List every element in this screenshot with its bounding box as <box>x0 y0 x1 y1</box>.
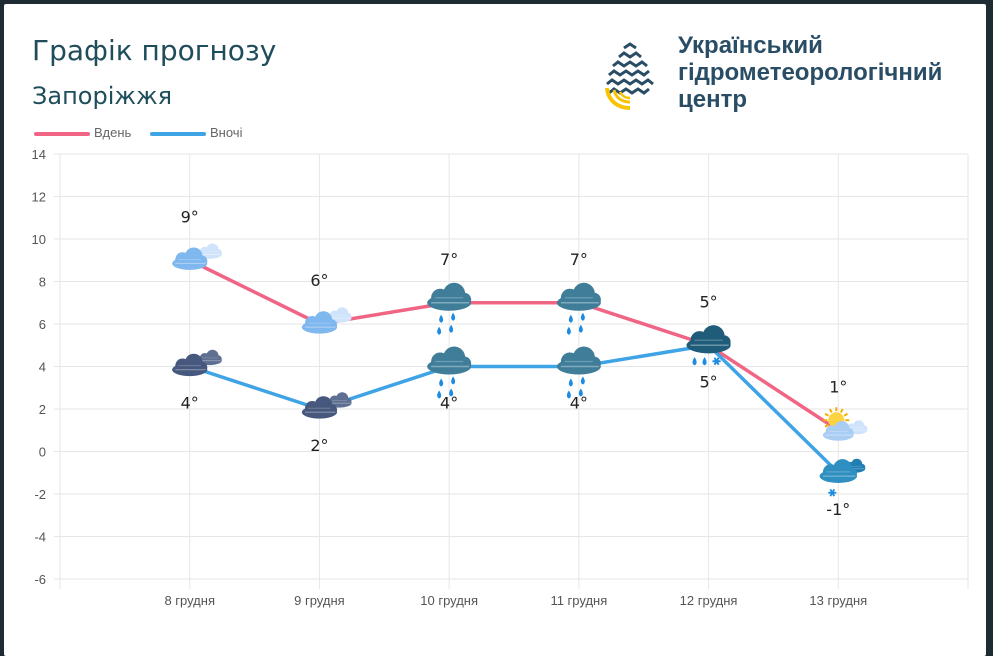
data-label-day: 9° <box>181 207 199 226</box>
y-tick-label: 14 <box>32 147 46 162</box>
series-line-night <box>189 343 840 474</box>
y-tick-label: 0 <box>39 445 46 460</box>
drop-logo-icon <box>605 38 654 110</box>
x-tick-label: 9 грудня <box>294 593 345 608</box>
ugmc-logo: Український гідрометеорологічний центр <box>600 32 980 122</box>
forecast-card: Графік прогнозу Запоріжжя Український гі… <box>4 4 986 656</box>
logo-line-3: центр <box>678 86 748 113</box>
logo-line-1: Український <box>678 32 823 59</box>
chart-axes: 14 12 10 8 6 4 2 0 -2 -4 -6 8 грудня 9 грудня 10 груд… <box>32 147 969 608</box>
data-label-night: 5° <box>699 372 717 391</box>
x-tick-label: 11 грудня <box>550 593 607 608</box>
weather-icon-night-dark-cloudy <box>301 392 352 419</box>
y-tick-label: 8 <box>39 275 46 290</box>
data-label-night: -1° <box>826 500 850 519</box>
y-tick-label: -2 <box>34 487 46 502</box>
logo-text: Український гідрометеорологічний центр <box>678 32 942 113</box>
legend-swatch-day <box>34 132 90 136</box>
weather-icon-night-cloud-sleet <box>686 325 731 366</box>
weather-icon-day-light-cloudy <box>172 243 222 270</box>
data-label-night: 4° <box>440 394 458 413</box>
chart-lines <box>188 258 840 474</box>
weather-icon-night-dark-cloudy <box>172 349 222 377</box>
data-label-day: 6° <box>310 271 328 290</box>
weather-icon-day-cloud-rain <box>556 282 601 335</box>
forecast-chart: 14 12 10 8 6 4 2 0 -2 -4 -6 8 грудня 9 грудня 10 груд… <box>32 147 969 608</box>
x-tick-label: 8 грудня <box>164 593 215 608</box>
logo-line-2: гідрометеорологічний <box>678 59 943 86</box>
data-labels: 9° 6° 7° 7° 5° 1° 4° 2° 4° 4° 5° -1° <box>181 207 851 519</box>
weather-icon-night-cloud-rain <box>556 346 601 399</box>
x-tick-label: 12 грудня <box>680 593 738 608</box>
y-tick-label: -4 <box>34 530 46 545</box>
data-label-night: 2° <box>310 436 328 455</box>
weather-icon-day-cloud-rain <box>427 282 472 335</box>
legend-swatch-night <box>150 132 206 136</box>
weather-icons <box>172 243 868 497</box>
data-label-day: 7° <box>440 250 458 269</box>
x-tick-label: 10 грудня <box>420 593 478 608</box>
page-title: Графік прогнозу <box>32 34 277 67</box>
y-tick-label: -6 <box>34 572 46 587</box>
city-name: Запоріжжя <box>32 82 173 110</box>
data-label-night: 4° <box>570 394 588 413</box>
data-label-day: 1° <box>829 377 847 396</box>
data-label-day: 7° <box>570 250 588 269</box>
x-tick-label: 13 грудня <box>809 593 867 608</box>
y-tick-label: 10 <box>32 232 46 247</box>
data-label-night: 4° <box>181 394 199 413</box>
legend-label-day: Вдень <box>94 125 132 140</box>
weather-icon-night-cloud-rain <box>427 346 472 399</box>
y-tick-label: 6 <box>39 317 46 332</box>
y-tick-label: 2 <box>39 402 46 417</box>
legend-label-night: Вночі <box>210 125 243 140</box>
chart-grid <box>59 153 969 580</box>
weather-icon-night-cloud-snow <box>819 458 866 497</box>
y-tick-label: 4 <box>39 360 46 375</box>
weather-icon-day-sun-cloud <box>822 407 868 441</box>
data-label-day: 5° <box>699 292 717 311</box>
y-tick-label: 12 <box>32 190 46 205</box>
series-line-day <box>188 258 840 432</box>
weather-icon-day-light-cloudy <box>301 307 352 334</box>
